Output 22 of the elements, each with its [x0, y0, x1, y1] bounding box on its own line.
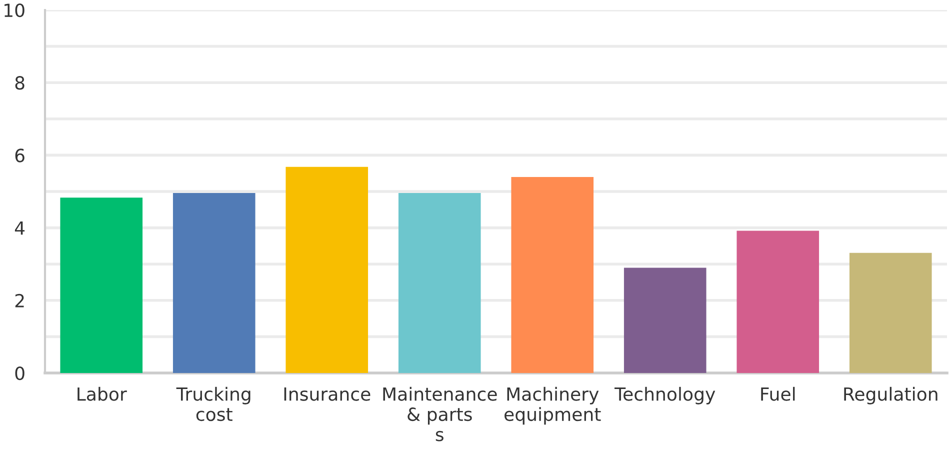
y-tick-label: 8: [15, 76, 24, 90]
x-tick-label: Insurance: [284, 387, 370, 401]
y-tick-label: 4: [14, 221, 25, 235]
x-tick-label: Trucking cost: [176, 386, 250, 422]
bar: [286, 166, 368, 373]
bar: [849, 252, 932, 373]
bar: [172, 192, 256, 373]
bar: [624, 268, 706, 373]
x-tick-label: Maintenance & parts s: [383, 386, 497, 442]
bar: [736, 230, 820, 373]
bar: [60, 198, 143, 373]
y-tick-label: 2: [15, 294, 24, 308]
x-tick-label: Technology: [614, 386, 716, 404]
x-tick-label: Labor: [78, 386, 127, 401]
y-tick-label: 6: [15, 148, 24, 162]
bar: [398, 192, 481, 373]
y-tick-label: 0: [15, 366, 24, 380]
bar: [511, 176, 594, 373]
x-tick-label: Fuel: [761, 386, 795, 401]
x-tick-label: Machinery equipment: [504, 386, 601, 425]
y-tick-label: 10: [4, 3, 24, 18]
x-tick-label: Regulation: [844, 386, 938, 404]
